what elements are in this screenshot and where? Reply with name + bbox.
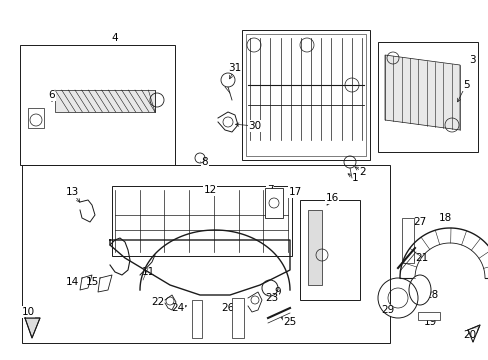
Text: 15: 15 <box>85 277 99 287</box>
Bar <box>417 312 439 320</box>
Text: 5: 5 <box>462 80 468 90</box>
Polygon shape <box>467 325 479 342</box>
Text: 2: 2 <box>359 167 366 177</box>
Text: 8: 8 <box>201 157 208 167</box>
Text: 16: 16 <box>325 193 338 203</box>
Text: 11: 11 <box>141 267 154 277</box>
Text: 21: 21 <box>414 253 428 263</box>
Text: 13: 13 <box>65 187 79 197</box>
Text: 3: 3 <box>468 55 474 65</box>
Text: 28: 28 <box>425 290 438 300</box>
Text: 31: 31 <box>228 63 241 73</box>
Text: 9: 9 <box>274 287 281 297</box>
Text: 17: 17 <box>288 187 301 197</box>
Bar <box>264 188 283 218</box>
Bar <box>22 165 389 343</box>
Bar <box>112 186 291 256</box>
Text: 6: 6 <box>49 90 55 100</box>
Bar <box>245 34 365 156</box>
Bar <box>28 108 44 128</box>
Text: 25: 25 <box>283 317 296 327</box>
Text: 1: 1 <box>351 173 358 183</box>
Text: 27: 27 <box>412 217 426 227</box>
Ellipse shape <box>408 275 430 305</box>
Text: 24: 24 <box>171 303 184 313</box>
Text: 19: 19 <box>423 317 436 327</box>
Bar <box>307 210 321 285</box>
Text: 10: 10 <box>21 307 35 317</box>
Text: 22: 22 <box>151 297 164 307</box>
Bar <box>20 45 175 165</box>
Polygon shape <box>25 318 40 338</box>
Bar <box>231 298 244 338</box>
Bar <box>55 90 155 112</box>
Text: 18: 18 <box>437 213 451 223</box>
Polygon shape <box>384 55 459 130</box>
Text: 20: 20 <box>463 330 476 340</box>
Text: 29: 29 <box>381 305 394 315</box>
Bar <box>242 30 369 160</box>
Text: 26: 26 <box>221 303 234 313</box>
Text: 12: 12 <box>203 185 216 195</box>
Bar <box>377 42 477 152</box>
Text: 7: 7 <box>266 185 273 195</box>
Bar <box>299 200 359 300</box>
Bar <box>192 300 202 338</box>
Text: 30: 30 <box>248 121 261 131</box>
Text: 23: 23 <box>265 293 278 303</box>
Bar <box>401 218 413 263</box>
Text: 4: 4 <box>111 33 118 43</box>
Text: 14: 14 <box>65 277 79 287</box>
